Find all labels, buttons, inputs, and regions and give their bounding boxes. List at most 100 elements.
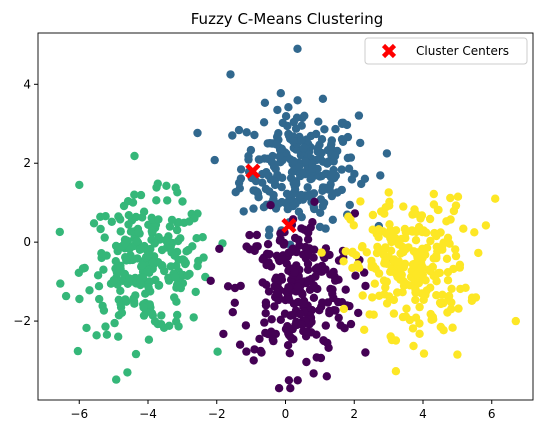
data-point <box>261 328 270 338</box>
data-point <box>293 96 302 105</box>
data-point <box>255 155 264 164</box>
data-point <box>258 178 267 187</box>
data-point <box>268 335 277 344</box>
data-point <box>318 186 327 195</box>
data-point <box>56 279 65 288</box>
data-point <box>154 215 163 224</box>
data-point <box>302 357 311 367</box>
data-point <box>110 318 119 328</box>
data-point <box>294 162 304 171</box>
data-point <box>269 190 278 200</box>
data-point <box>75 294 84 304</box>
data-point <box>235 340 245 349</box>
data-point <box>124 220 133 229</box>
data-point <box>431 252 441 261</box>
data-point <box>260 318 269 327</box>
data-point <box>297 212 306 222</box>
data-point <box>365 310 374 319</box>
data-point <box>172 225 182 235</box>
data-point <box>372 248 382 258</box>
data-point <box>258 278 267 287</box>
data-point <box>272 288 282 297</box>
data-point <box>147 227 156 236</box>
data-point <box>320 125 329 134</box>
data-point <box>264 231 274 240</box>
data-point <box>261 184 271 194</box>
x-axis: −6 −4 −2 0 2 4 6 <box>70 400 496 421</box>
data-point <box>446 193 455 203</box>
data-point <box>344 212 353 221</box>
data-point <box>415 302 424 312</box>
data-point <box>244 151 253 161</box>
data-point <box>289 156 298 166</box>
data-point <box>100 233 109 242</box>
data-point <box>425 214 435 224</box>
cluster-center-marker <box>245 163 261 179</box>
data-point <box>341 247 350 256</box>
data-point <box>345 200 354 210</box>
data-point <box>102 251 111 260</box>
data-point <box>328 289 337 298</box>
data-point <box>444 291 454 301</box>
data-point <box>481 221 491 230</box>
data-point <box>107 217 117 226</box>
data-point <box>358 291 367 300</box>
data-point <box>199 253 208 262</box>
data-point <box>301 157 310 166</box>
data-point <box>343 132 353 142</box>
data-point <box>136 190 146 200</box>
data-point <box>435 298 445 307</box>
x-tick-label: −4 <box>139 407 157 421</box>
data-point <box>102 330 112 339</box>
data-point <box>341 285 350 294</box>
data-point <box>82 323 91 333</box>
data-point <box>442 254 452 263</box>
data-point <box>331 276 340 285</box>
data-point <box>339 257 348 266</box>
data-point <box>278 118 287 128</box>
data-point <box>74 268 84 277</box>
data-point <box>453 350 462 359</box>
data-point <box>144 283 153 292</box>
data-point <box>144 335 154 344</box>
data-point <box>315 172 325 181</box>
data-point <box>380 290 389 299</box>
data-point <box>278 173 287 182</box>
data-point <box>318 94 328 104</box>
data-point <box>85 286 94 295</box>
data-point <box>382 259 391 268</box>
data-point <box>467 296 477 305</box>
data-point <box>397 270 406 279</box>
data-point <box>73 346 83 356</box>
data-point <box>270 302 279 311</box>
data-point <box>361 281 370 291</box>
data-point <box>321 265 330 274</box>
data-point <box>133 254 142 263</box>
data-point <box>288 189 298 198</box>
data-point <box>445 239 454 248</box>
data-point <box>277 272 286 282</box>
data-point <box>347 175 357 184</box>
cluster-center-marker <box>381 43 397 59</box>
data-point <box>290 268 299 277</box>
legend-marker <box>381 43 397 59</box>
data-point <box>454 304 463 313</box>
data-point <box>389 295 399 305</box>
data-point <box>89 219 99 228</box>
data-point <box>111 257 121 266</box>
data-point <box>230 298 239 307</box>
data-point <box>426 236 435 246</box>
data-point <box>173 236 183 246</box>
data-point <box>131 349 141 359</box>
data-point <box>326 142 335 151</box>
data-point <box>337 165 346 174</box>
data-point <box>319 198 329 208</box>
data-point <box>285 349 294 358</box>
data-point <box>284 283 293 292</box>
data-point <box>160 266 169 276</box>
data-point <box>299 143 308 152</box>
data-point <box>419 349 429 358</box>
data-point <box>295 191 305 200</box>
data-point <box>206 276 215 285</box>
data-point <box>245 230 254 240</box>
